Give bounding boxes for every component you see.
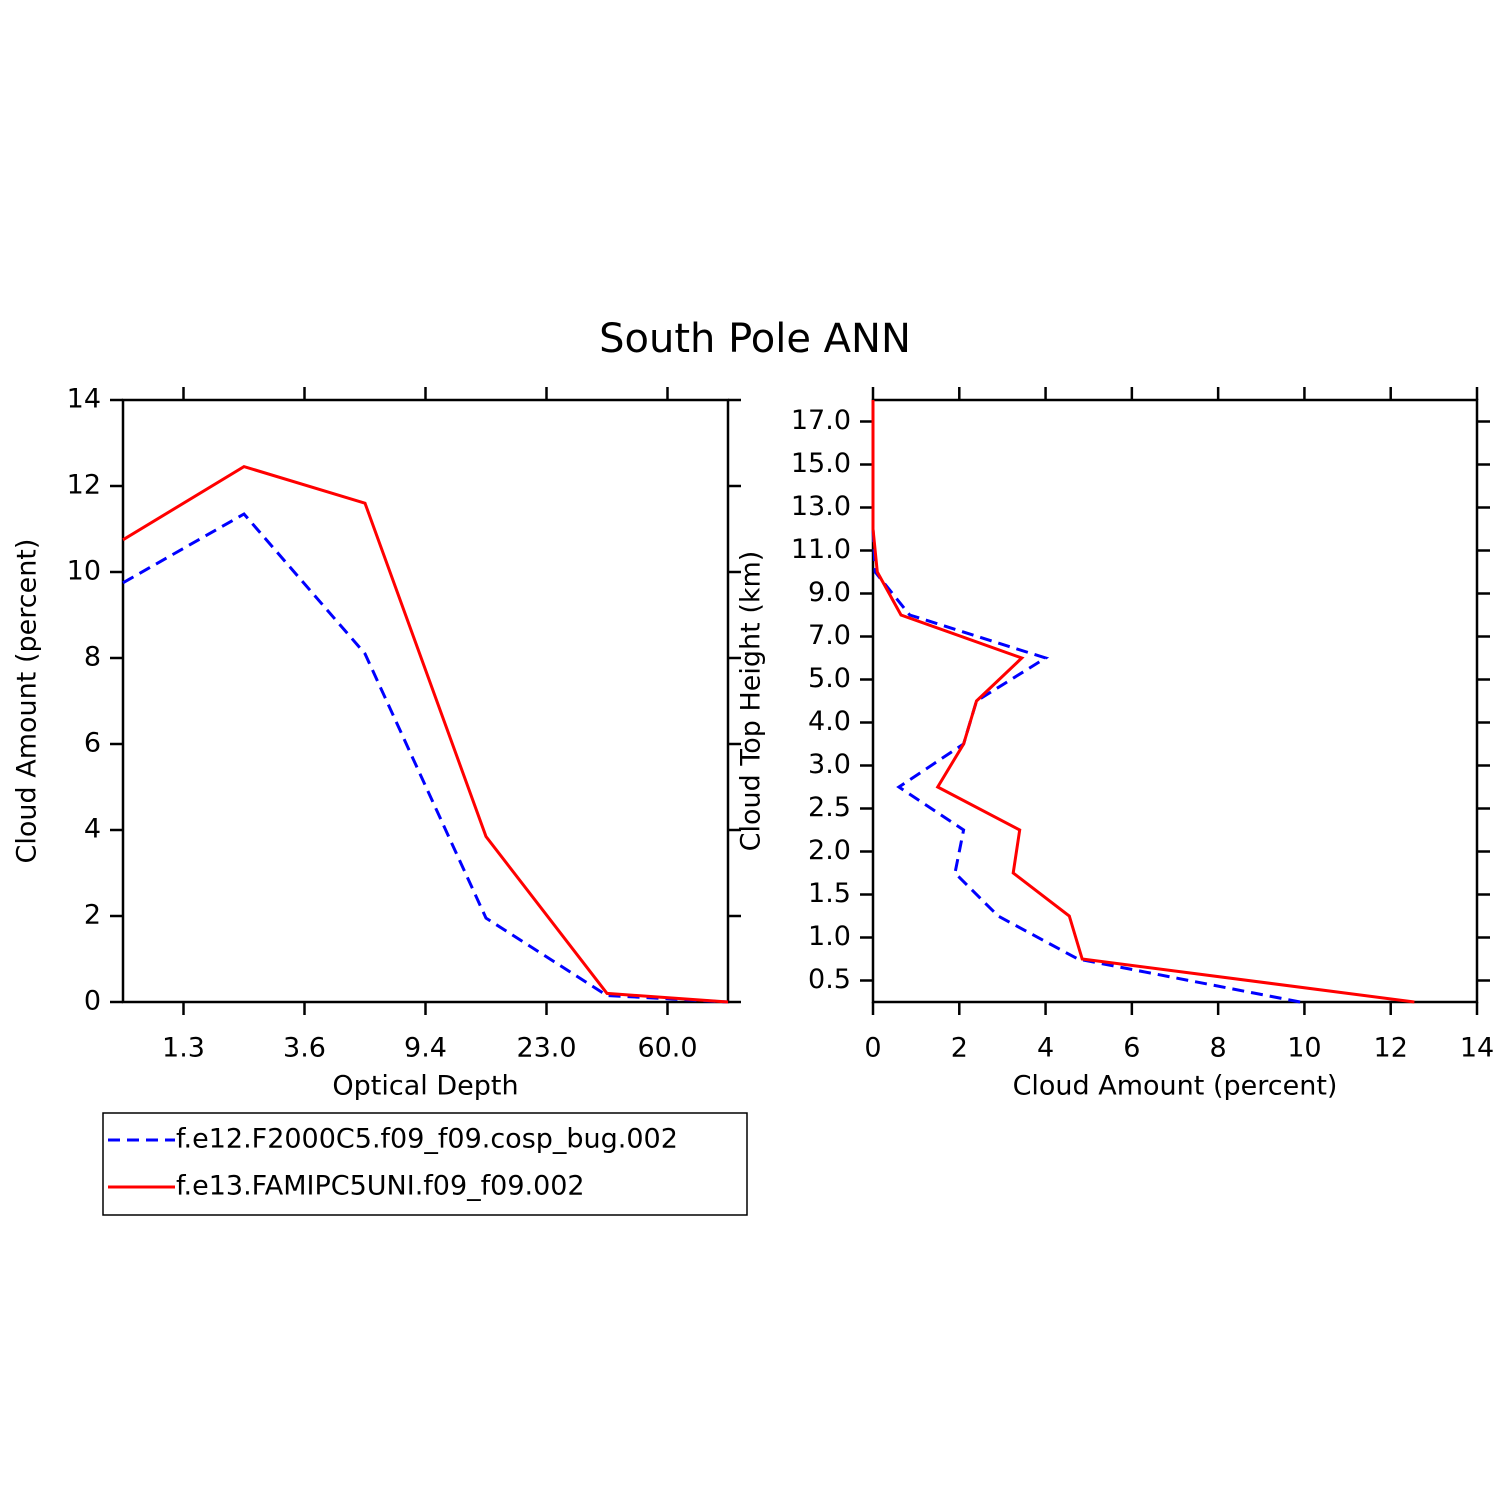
y-tick-label: 14	[67, 384, 101, 415]
legend-box	[102, 1112, 748, 1216]
y-tick-label: 4	[84, 814, 101, 845]
x-tick-label: 23.0	[516, 1033, 576, 1064]
y-tick-label: 2	[84, 900, 101, 931]
x-tick-label: 9.4	[404, 1033, 447, 1064]
plot-frame	[121, 398, 730, 1004]
x-tick-label: 12	[1374, 1033, 1408, 1064]
x-tick-label: 10	[1287, 1033, 1321, 1064]
y-tick-label: 10	[67, 556, 101, 587]
series-line	[122, 512, 729, 1004]
plot-frame	[871, 398, 1479, 1004]
series-line	[871, 400, 1415, 1004]
legend-label: f.e13.FAMIPC5UNI.f09_f09.002	[176, 1171, 585, 1202]
x-tick-label: 2	[951, 1033, 968, 1064]
y-tick-label: 9.0	[808, 577, 851, 608]
y-tick-label: 12	[67, 470, 101, 501]
y-tick-label: 4.0	[808, 706, 851, 737]
y-tick-label: 11.0	[791, 534, 851, 565]
x-tick-label: 6	[1123, 1033, 1140, 1064]
x-axis-label: Optical Depth	[332, 1071, 518, 1102]
y-tick-label: 3.0	[808, 749, 851, 780]
x-tick-label: 8	[1210, 1033, 1227, 1064]
x-tick-label: 3.6	[283, 1033, 326, 1064]
y-tick-label: 1.0	[808, 921, 851, 952]
y-axis-label: Cloud Top Height (km)	[736, 551, 767, 852]
legend-label: f.e12.F2000C5.f09_f09.cosp_bug.002	[176, 1124, 678, 1155]
y-tick-label: 7.0	[808, 620, 851, 651]
y-tick-label: 8	[84, 642, 101, 673]
y-tick-label: 6	[84, 728, 101, 759]
y-tick-label: 2.0	[808, 835, 851, 866]
x-tick-label: 0	[864, 1033, 881, 1064]
figure-title: South Pole ANN	[599, 316, 911, 362]
x-tick-label: 60.0	[637, 1033, 697, 1064]
x-axis-label: Cloud Amount (percent)	[1013, 1071, 1338, 1102]
y-tick-label: 15.0	[791, 448, 851, 479]
series-line	[122, 464, 729, 1004]
y-tick-label: 2.5	[808, 792, 851, 823]
y-tick-label: 1.5	[808, 878, 851, 909]
y-tick-label: 0	[84, 986, 101, 1017]
y-tick-label: 13.0	[791, 491, 851, 522]
x-tick-label: 14	[1460, 1033, 1494, 1064]
y-axis-label: Cloud Amount (percent)	[12, 539, 43, 864]
y-tick-label: 17.0	[791, 405, 851, 436]
x-tick-label: 1.3	[162, 1033, 205, 1064]
y-tick-label: 5.0	[808, 663, 851, 694]
y-tick-label: 0.5	[808, 964, 851, 995]
x-tick-label: 4	[1037, 1033, 1054, 1064]
series-line	[871, 400, 1301, 1004]
